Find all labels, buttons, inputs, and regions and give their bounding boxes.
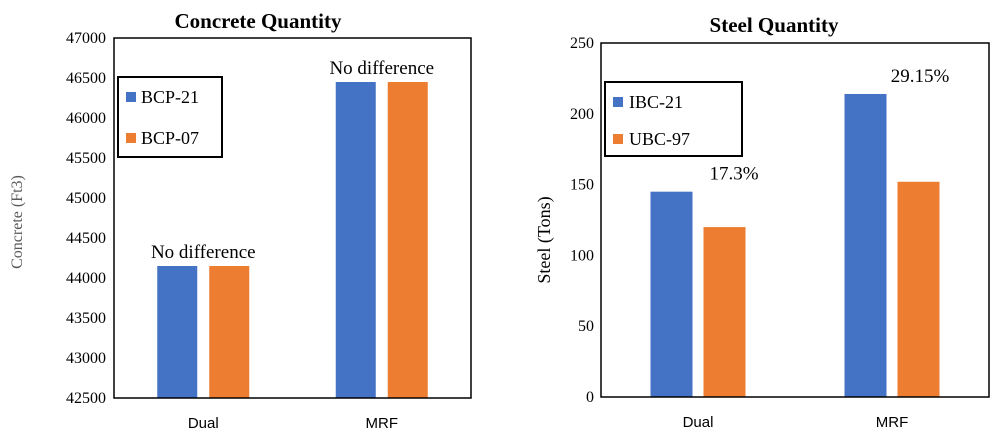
concrete-legend-label-bcp07: BCP-07 — [141, 128, 199, 148]
steel-y-tick-label: 250 — [570, 35, 594, 52]
concrete-bar-bcp21-dual — [157, 266, 198, 398]
concrete-legend: BCP-21 BCP-07 — [117, 76, 223, 158]
steel-bar-ibc21-mrf — [844, 93, 887, 397]
steel-legend-label-ibc21: IBC-21 — [629, 92, 683, 112]
steel-plot-frame — [600, 42, 990, 398]
concrete-bar-bcp21-mrf — [335, 82, 376, 398]
concrete-x-tick-label: Dual — [188, 415, 219, 432]
steel-annotation: 29.15% — [891, 66, 950, 87]
concrete-y-tick-label: 45000 — [66, 190, 106, 207]
steel-bar-ibc21-dual — [650, 191, 693, 397]
steel-bars — [650, 93, 940, 397]
concrete-legend-swatch-bcp07 — [126, 133, 136, 143]
steel-quantity-chart: Steel Quantity Steel (Tons) 0 50 100 150 200… — [534, 13, 990, 431]
concrete-bar-bcp07-mrf — [387, 82, 428, 398]
concrete-y-tick-label: 46000 — [66, 110, 106, 127]
concrete-annotations: No difference No difference — [151, 58, 434, 263]
concrete-y-tick-label: 44500 — [66, 230, 106, 247]
steel-x-tick-label: MRF — [876, 414, 909, 431]
concrete-y-tick-label: 47000 — [66, 30, 106, 47]
steel-y-tick-label: 50 — [578, 318, 594, 335]
steel-x-tick-labels: Dual MRF — [683, 414, 909, 431]
steel-y-tick-label: 150 — [570, 177, 594, 194]
steel-y-axis-label: Steel (Tons) — [534, 196, 555, 283]
concrete-y-tick-label: 45500 — [66, 150, 106, 167]
steel-legend-swatch-ibc21 — [613, 97, 623, 107]
concrete-bars — [157, 82, 428, 398]
concrete-chart-title: Concrete Quantity — [174, 9, 342, 33]
steel-annotation: 17.3% — [709, 164, 758, 185]
concrete-y-tick-label: 43000 — [66, 350, 106, 367]
concrete-annotation: No difference — [329, 58, 434, 79]
concrete-y-tick-label: 42500 — [66, 390, 106, 407]
concrete-legend-label-bcp21: BCP-21 — [141, 87, 199, 107]
steel-bar-ubc97-mrf — [897, 181, 940, 397]
concrete-y-tick-label: 43500 — [66, 310, 106, 327]
steel-annotations: 17.3% 29.15% — [709, 66, 949, 185]
steel-x-tick-label: Dual — [683, 414, 714, 431]
concrete-y-axis-label: Concrete (Ft3) — [9, 175, 26, 269]
concrete-annotation: No difference — [151, 242, 256, 263]
concrete-bar-bcp07-dual — [209, 266, 250, 398]
concrete-y-tick-labels: 42500 43000 43500 44000 44500 45000 45500 46000… — [66, 30, 106, 407]
concrete-plot-frame — [113, 37, 472, 399]
concrete-y-tick-label: 44000 — [66, 270, 106, 287]
steel-legend-swatch-ubc97 — [613, 134, 623, 144]
steel-y-tick-label: 0 — [586, 389, 594, 406]
concrete-x-tick-labels: Dual MRF — [188, 415, 398, 432]
concrete-legend-swatch-bcp21 — [126, 92, 136, 102]
concrete-legend-box — [117, 76, 223, 158]
concrete-x-tick-label: MRF — [366, 415, 399, 432]
steel-y-tick-label: 100 — [570, 247, 594, 264]
concrete-y-tick-label: 46500 — [66, 70, 106, 87]
steel-y-tick-label: 200 — [570, 106, 594, 123]
steel-chart-title: Steel Quantity — [710, 13, 839, 37]
steel-legend-label-ubc97: UBC-97 — [629, 129, 690, 149]
steel-bar-ubc97-dual — [703, 227, 746, 397]
steel-legend-box — [604, 81, 743, 157]
steel-y-tick-labels: 0 50 100 150 200 250 — [570, 35, 594, 406]
steel-legend: IBC-21 UBC-97 — [604, 81, 743, 157]
concrete-quantity-chart: Concrete Quantity Concrete (Ft3) 42500 43… — [9, 9, 472, 432]
